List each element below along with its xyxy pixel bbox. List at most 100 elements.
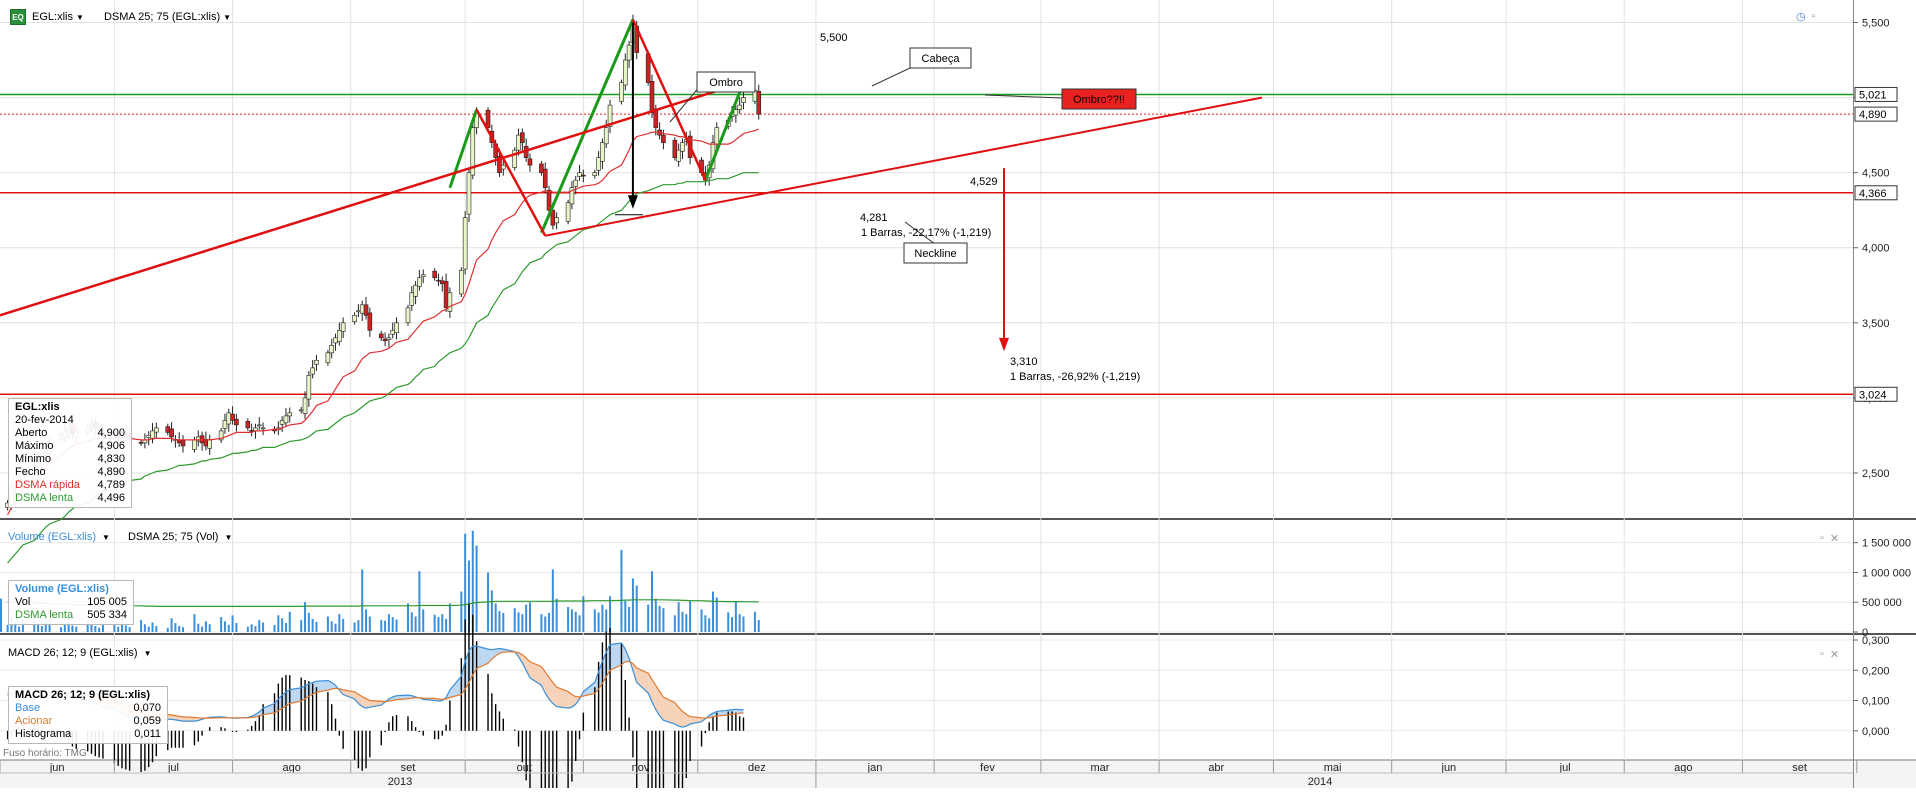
volume-bar — [628, 607, 630, 632]
price-level-label: 5,021 — [1859, 89, 1887, 101]
candle-body — [734, 110, 738, 115]
month-tick-label: jun — [1441, 762, 1457, 774]
candle-body — [757, 91, 761, 114]
month-tick-label: set — [401, 762, 416, 774]
volume-bar — [354, 622, 356, 632]
candle-body — [715, 128, 719, 144]
volume-bar — [476, 546, 478, 632]
volume-bar — [579, 615, 581, 632]
restore-icon[interactable]: ▫ — [1812, 10, 1816, 23]
info-macd-title: MACD 26; 12; 9 (EGL:xlis) — [15, 689, 161, 702]
chevron-down-icon[interactable]: ▼ — [224, 533, 232, 542]
volume-bar — [289, 612, 291, 632]
candle-body — [353, 315, 357, 321]
volume-bar — [312, 619, 314, 632]
volume-label[interactable]: Volume (EGL:xlis) — [8, 531, 96, 543]
month-tick-label: jul — [1559, 762, 1571, 774]
price-level-label: 3,024 — [1859, 389, 1887, 401]
restore-icon[interactable]: ▫ — [1820, 532, 1824, 545]
volume-bar — [300, 620, 302, 632]
candle-body — [486, 110, 490, 127]
volume-bar — [460, 592, 462, 632]
candle-body — [436, 280, 440, 281]
candle-body — [395, 323, 399, 333]
macd-axis-label: 0,300 — [1862, 635, 1890, 647]
volume-bar — [529, 602, 531, 632]
macd-label[interactable]: MACD 26; 12; 9 (EGL:xlis) — [8, 647, 138, 659]
candle-body — [528, 159, 532, 165]
volume-bar — [407, 603, 409, 632]
candle-body — [463, 218, 467, 269]
volume-bar — [357, 620, 359, 632]
volume-indicator-label[interactable]: DSMA 25; 75 (Vol) — [128, 531, 219, 543]
macd-axis-label: 0,000 — [1862, 726, 1890, 738]
volume-bar — [338, 614, 340, 632]
volume-bar — [369, 617, 371, 632]
volume-bar — [380, 620, 382, 632]
macd-pane-controls: ▫ ✕ — [1820, 648, 1839, 661]
volume-bar — [704, 615, 706, 632]
volume-bar — [197, 624, 199, 632]
indicator-selector[interactable]: DSMA 25; 75 (EGL:xlis) ▼ — [104, 11, 231, 23]
volume-bar — [548, 613, 550, 632]
candle-body — [673, 140, 677, 157]
close-icon[interactable]: ✕ — [1830, 532, 1839, 545]
volume-bar — [437, 617, 439, 632]
candle-body — [364, 305, 368, 316]
candle-body — [356, 311, 360, 312]
price-axis-label: 5,500 — [1862, 18, 1890, 30]
timezone-note: Fuso horário: TMG — [3, 748, 87, 759]
cabeca-label-text: Cabeça — [922, 53, 961, 65]
volume-bar — [441, 614, 443, 632]
volume-pane-controls: ▫ ✕ — [1820, 532, 1839, 545]
volume-bar — [708, 618, 710, 632]
candle-body — [170, 429, 174, 437]
volume-bar — [655, 599, 657, 632]
volume-bar — [71, 625, 73, 632]
chevron-down-icon: ▼ — [223, 13, 231, 22]
volume-bar — [449, 603, 451, 632]
volume-bar — [262, 622, 264, 632]
volume-bar — [716, 597, 718, 632]
volume-bar — [742, 617, 744, 632]
candle-body — [421, 275, 425, 277]
volume-bar — [495, 603, 497, 632]
volume-bar — [361, 569, 363, 632]
volume-bar — [754, 612, 756, 632]
indicator-label: DSMA 25; 75 (EGL:xlis) — [104, 11, 220, 23]
volume-bar — [274, 625, 276, 632]
candle-body — [501, 165, 505, 169]
volume-bar — [171, 618, 173, 632]
symbol-selector[interactable]: EGL:xlis ▼ — [32, 11, 84, 23]
candle-body — [627, 45, 631, 60]
clock-icon[interactable]: ◷ — [1796, 10, 1806, 23]
restore-icon[interactable]: ▫ — [1820, 648, 1824, 661]
target-arrow-head — [999, 338, 1009, 352]
volume-bar — [235, 623, 237, 632]
volume-bar — [49, 624, 51, 632]
low-value-label: 4,281 — [860, 212, 888, 224]
month-tick-label: jun — [49, 762, 65, 774]
volume-bar — [331, 621, 333, 632]
price-axis-label: 2,500 — [1862, 468, 1890, 480]
candle-body — [288, 413, 292, 416]
volume-bar — [567, 607, 569, 632]
chevron-down-icon[interactable]: ▼ — [102, 533, 110, 542]
volume-bar — [18, 627, 20, 632]
volume-bar — [685, 614, 687, 632]
volume-bar — [251, 624, 253, 632]
close-icon[interactable]: ✕ — [1830, 648, 1839, 661]
chevron-down-icon[interactable]: ▼ — [144, 649, 152, 658]
candle-body — [650, 81, 654, 112]
volume-bar — [636, 586, 638, 632]
candle-body — [303, 398, 307, 414]
volume-bar — [514, 608, 516, 632]
candle-body — [410, 293, 414, 306]
candle-body — [661, 135, 665, 143]
